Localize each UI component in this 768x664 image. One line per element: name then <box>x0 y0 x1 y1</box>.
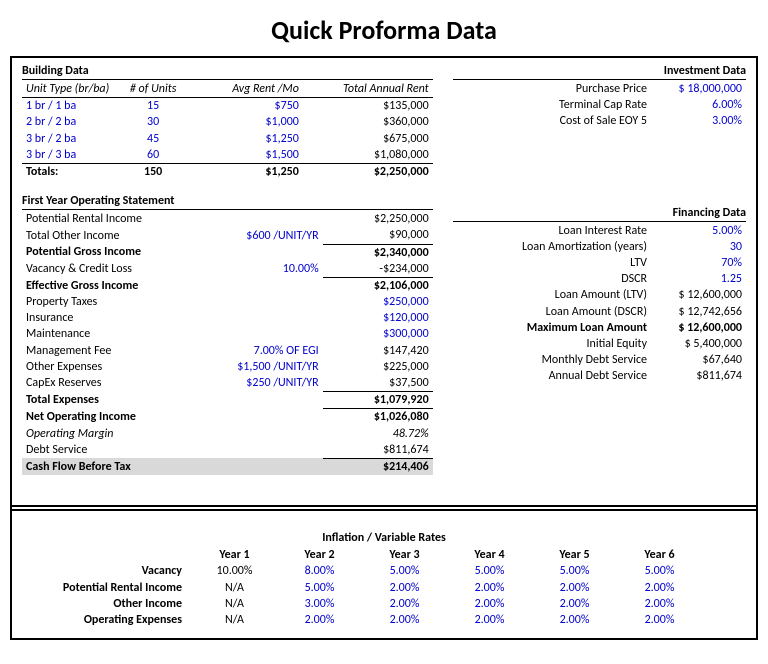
investment-heading: Investment Data <box>453 64 746 80</box>
kv-row: LTV70% <box>453 255 746 271</box>
kv-row: Loan Amortization (years)30 <box>453 239 746 255</box>
investment-table: Purchase Price$ 18,000,000Terminal Cap R… <box>453 81 746 130</box>
financing-table: Loan Interest Rate5.00%Loan Amortization… <box>453 223 746 385</box>
kv-row: Purchase Price$ 18,000,000 <box>453 81 746 97</box>
kv-row: Monthly Debt Service$67,640 <box>453 352 746 368</box>
fyos-row: CapEx Reserves$250 /UNIT/YR$37,500 <box>22 375 433 392</box>
unit-row: 3 br / 3 ba60$1,500$1,080,000 <box>22 147 433 164</box>
proforma-container: Building Data Unit Type (br/ba) # of Uni… <box>10 56 758 640</box>
kv-row: DSCR1.25 <box>453 271 746 287</box>
building-heading: Building Data <box>22 64 433 80</box>
kv-row: Initial Equity$ 5,400,000 <box>453 336 746 352</box>
rates-row: Vacancy10.00%8.00%5.00%5.00%5.00%5.00% <box>22 563 746 579</box>
fyos-row: Cash Flow Before Tax$214,406 <box>22 458 433 475</box>
fyos-row: Effective Gross Income$2,106,000 <box>22 277 433 294</box>
unit-row: 2 br / 2 ba30$1,000$360,000 <box>22 114 433 130</box>
col-type: Unit Type (br/ba) <box>22 81 113 98</box>
page-title: Quick Proforma Data <box>10 14 758 46</box>
financing-heading: Financing Data <box>453 206 746 222</box>
fyos-row: Total Other Income$600 /UNIT/YR$90,000 <box>22 227 433 244</box>
col-rent: Avg Rent /Mo <box>193 81 303 98</box>
rates-heading: Inflation / Variable Rates <box>22 531 746 545</box>
kv-row: Maximum Loan Amount$ 12,600,000 <box>453 320 746 336</box>
section-divider <box>12 505 756 511</box>
unit-row: 1 br / 1 ba15$750$135,000 <box>22 98 433 115</box>
fyos-row: Property Taxes$250,000 <box>22 294 433 310</box>
kv-row: Loan Interest Rate5.00% <box>453 223 746 239</box>
fyos-row: Potential Gross Income$2,340,000 <box>22 244 433 261</box>
fyos-row: Management Fee7.00% OF EGI$147,420 <box>22 343 433 359</box>
col-total: Total Annual Rent <box>303 81 433 98</box>
fyos-row: Vacancy & Credit Loss10.00%-$234,000 <box>22 261 433 278</box>
col-units: # of Units <box>113 81 193 98</box>
kv-row: Loan Amount (DSCR)$ 12,742,656 <box>453 304 746 320</box>
kv-row: Loan Amount (LTV)$ 12,600,000 <box>453 287 746 303</box>
rates-row: Operating ExpensesN/A2.00%2.00%2.00%2.00… <box>22 612 746 628</box>
fyos-heading: First Year Operating Statement <box>22 194 433 210</box>
fyos-table: Potential Rental Income$2,250,000Total O… <box>22 211 433 475</box>
fyos-row: Total Expenses$1,079,920 <box>22 392 433 409</box>
building-table: Unit Type (br/ba) # of Units Avg Rent /M… <box>22 81 433 180</box>
rates-table: Year 1Year 2Year 3Year 4Year 5Year 6Vaca… <box>22 547 746 628</box>
fyos-row: Potential Rental Income$2,250,000 <box>22 211 433 227</box>
rates-row: Potential Rental IncomeN/A5.00%2.00%2.00… <box>22 580 746 596</box>
fyos-row: Maintenance$300,000 <box>22 326 433 342</box>
fyos-row: Debt Service$811,674 <box>22 442 433 459</box>
rates-header: Year 1Year 2Year 3Year 4Year 5Year 6 <box>22 547 746 563</box>
kv-row: Cost of Sale EOY 53.00% <box>453 113 746 129</box>
kv-row: Annual Debt Service$811,674 <box>453 368 746 384</box>
unit-row: 3 br / 2 ba45$1,250$675,000 <box>22 131 433 147</box>
fyos-row: Net Operating Income$1,026,080 <box>22 409 433 426</box>
rates-row: Other IncomeN/A3.00%2.00%2.00%2.00%2.00% <box>22 596 746 612</box>
fyos-row: Operating Margin48.72% <box>22 426 433 442</box>
unit-totals: Totals:150$1,250$2,250,000 <box>22 163 433 180</box>
kv-row: Terminal Cap Rate6.00% <box>453 97 746 113</box>
fyos-row: Insurance$120,000 <box>22 310 433 326</box>
fyos-row: Other Expenses$1,500 /UNIT/YR$225,000 <box>22 359 433 375</box>
